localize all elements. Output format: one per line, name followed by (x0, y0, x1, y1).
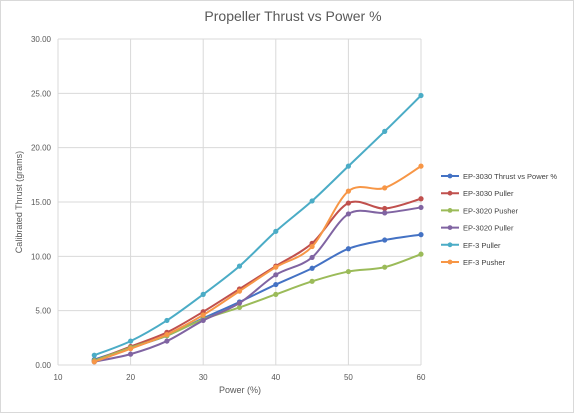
axis-ticks: 0.00 5.00 10.00 15.00 20.00 25.00 30.00 10 20 30 4… (31, 35, 426, 382)
y-tick-label: 25.00 (31, 89, 52, 98)
series-line (94, 96, 421, 356)
data-point (418, 252, 423, 257)
legend-label: EP-3020 Puller (463, 224, 514, 233)
gridlines (58, 39, 421, 365)
data-point (273, 265, 278, 270)
legend-marker (448, 191, 453, 196)
series-line (94, 207, 421, 361)
data-point (382, 185, 387, 190)
series-3 (92, 205, 424, 365)
y-tick-label: 0.00 (35, 361, 51, 370)
data-point (310, 279, 315, 284)
series-4 (92, 93, 424, 358)
legend-marker (448, 174, 453, 179)
data-point (382, 237, 387, 242)
data-point (201, 312, 206, 317)
legend: EP-3030 Thrust vs Power % EP-3030 Puller E… (441, 172, 557, 267)
data-point (346, 211, 351, 216)
legend-marker (448, 260, 453, 265)
x-tick-label: 30 (199, 373, 208, 382)
data-point (346, 246, 351, 251)
data-point (164, 318, 169, 323)
data-point (346, 269, 351, 274)
data-point (164, 338, 169, 343)
data-point (418, 196, 423, 201)
data-point (382, 129, 387, 134)
y-tick-label: 30.00 (31, 35, 52, 44)
x-tick-label: 20 (126, 373, 135, 382)
series-2 (92, 252, 424, 364)
data-point (237, 289, 242, 294)
data-point (237, 264, 242, 269)
chart-title: Propeller Thrust vs Power % (204, 8, 381, 24)
data-point (346, 189, 351, 194)
data-point (418, 232, 423, 237)
legend-item: EP-3030 Thrust vs Power % (441, 172, 557, 181)
data-point (273, 292, 278, 297)
x-tick-label: 10 (54, 373, 63, 382)
series-lines (92, 93, 424, 364)
data-point (237, 300, 242, 305)
data-point (273, 229, 278, 234)
legend-marker (448, 225, 453, 230)
data-point (92, 359, 97, 364)
legend-label: EF-3 Pusher (463, 258, 506, 267)
data-point (418, 93, 423, 98)
x-axis-title: Power (%) (219, 385, 261, 395)
data-point (128, 352, 133, 357)
data-point (310, 198, 315, 203)
legend-label: EF-3 Puller (463, 241, 501, 250)
data-point (201, 292, 206, 297)
x-tick-label: 40 (271, 373, 280, 382)
y-tick-label: 15.00 (31, 198, 52, 207)
x-tick-label: 50 (344, 373, 353, 382)
data-point (346, 164, 351, 169)
legend-item: EP-3030 Puller (441, 189, 514, 198)
data-point (418, 164, 423, 169)
data-point (382, 210, 387, 215)
y-axis-title: Calibrated Thrust (grams) (14, 151, 24, 253)
data-point (273, 272, 278, 277)
data-point (382, 265, 387, 270)
legend-label: EP-3030 Puller (463, 189, 514, 198)
y-tick-label: 10.00 (31, 252, 52, 261)
data-point (201, 318, 206, 323)
data-point (310, 255, 315, 260)
series-line (94, 166, 421, 362)
legend-item: EP-3020 Puller (441, 224, 514, 233)
legend-marker (448, 208, 453, 213)
data-point (346, 200, 351, 205)
data-point (418, 205, 423, 210)
data-point (92, 353, 97, 358)
legend-label: EP-3020 Pusher (463, 206, 519, 215)
data-point (128, 338, 133, 343)
data-point (164, 332, 169, 337)
data-point (128, 346, 133, 351)
legend-marker (448, 242, 453, 247)
legend-item: EF-3 Pusher (441, 258, 506, 267)
legend-item: EF-3 Puller (441, 241, 501, 250)
legend-label: EP-3030 Thrust vs Power % (463, 172, 557, 181)
y-tick-label: 5.00 (35, 307, 51, 316)
y-tick-label: 20.00 (31, 144, 52, 153)
data-point (273, 282, 278, 287)
series-5 (92, 164, 424, 365)
data-point (310, 244, 315, 249)
data-point (310, 266, 315, 271)
legend-item: EP-3020 Pusher (441, 206, 519, 215)
x-tick-label: 60 (417, 373, 426, 382)
